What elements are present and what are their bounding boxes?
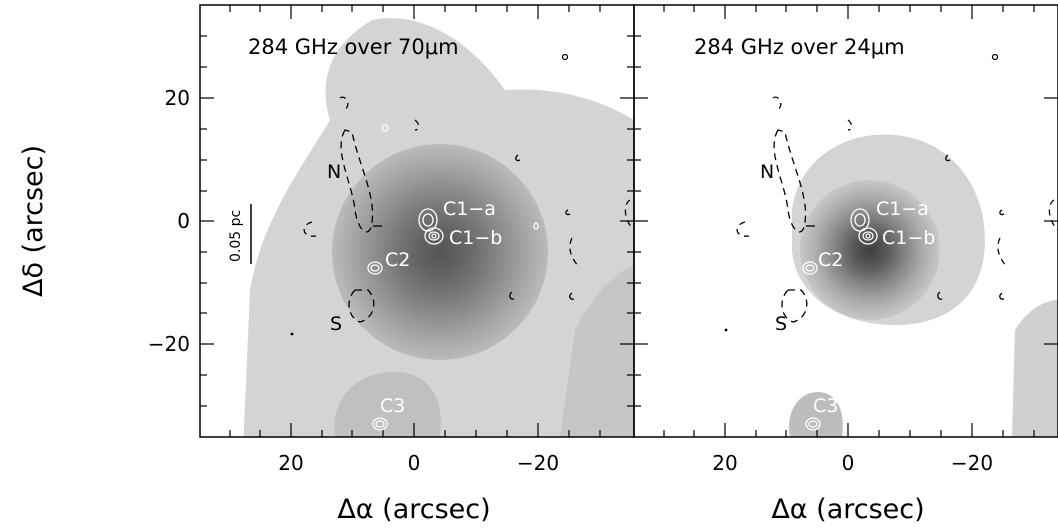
left-panel-image [240, 18, 634, 437]
source-label-c1a-right: C1−a [876, 198, 929, 220]
left-ticks [200, 5, 634, 437]
x-axis-title-right: Δα (arcsec) [771, 494, 924, 525]
gray-level-3 [334, 372, 441, 437]
y-tick-label: 0 [177, 209, 190, 233]
x-tick-labels-right: 20 0 −20 [712, 451, 993, 475]
x-tick-label: 0 [408, 451, 421, 475]
label-south: S [330, 313, 342, 335]
left-panel: 284 GHz over 70μm C1−a C1−b C2 C3 N S 0.… [199, 4, 635, 438]
right-panel-image [789, 134, 1058, 437]
x-tick-labels-left: 20 0 −20 [278, 451, 559, 475]
left-labels: 284 GHz over 70μm C1−a C1−b C2 C3 N S 0.… [228, 35, 569, 417]
x-axis-title-left: Δα (arcsec) [337, 494, 490, 525]
x-tick-label: 20 [712, 451, 737, 475]
core-gradient [332, 144, 548, 360]
label-north-right: N [760, 161, 774, 183]
corner-region [1012, 300, 1058, 437]
source-label-c2: C2 [385, 249, 410, 271]
x-tick-label: 20 [278, 451, 303, 475]
gray-level-2 [560, 265, 634, 437]
source-label-c1b: C1−b [449, 227, 502, 249]
right-labels: 284 GHz over 24μm C1−a C1−b C2 C3 N S [694, 35, 999, 417]
label-north: N [327, 161, 341, 183]
source-label-c3: C3 [380, 395, 405, 417]
source-label-c2-right: C2 [818, 249, 843, 271]
x-tick-label: −20 [951, 451, 993, 475]
c3-blob [789, 392, 843, 437]
source-label-c1a: C1−a [443, 198, 496, 220]
y-tick-labels: 20 0 −20 [148, 86, 190, 356]
core-gradient-right [800, 180, 940, 320]
x-tick-label: 0 [842, 451, 855, 475]
panel-title-left: 284 GHz over 70μm [248, 35, 459, 59]
right-panel: 284 GHz over 24μm C1−a C1−b C2 C3 N S [633, 4, 1058, 438]
source-label-c3-right: C3 [813, 395, 838, 417]
scale-bar-label: 0.05 pc [228, 210, 244, 262]
y-tick-label: −20 [148, 332, 190, 356]
y-tick-label: 20 [165, 86, 190, 110]
source-label-c1b-right: C1−b [882, 227, 935, 249]
right-ticks [634, 5, 1058, 437]
label-south-right: S [775, 313, 787, 335]
scale-bar: 0.05 pc [228, 204, 252, 264]
left-contours-280ghz [303, 96, 635, 431]
x-tick-label: −20 [517, 451, 559, 475]
right-contours-280ghz [736, 96, 1058, 431]
panel-title-right: 284 GHz over 24μm [694, 35, 905, 59]
y-axis-title: Δδ (arcsec) [18, 145, 49, 297]
